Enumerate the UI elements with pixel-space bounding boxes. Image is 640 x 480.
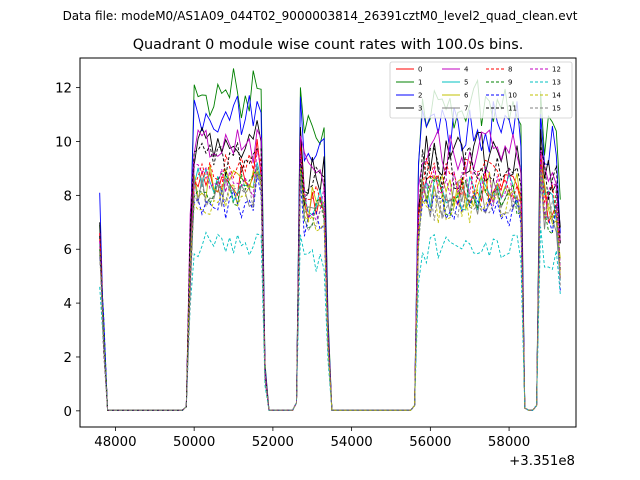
y-tick-label: 4 xyxy=(64,297,72,312)
y-axis: 0 2 4 6 8 10 12 xyxy=(55,82,80,420)
x-tick-label: 56000 xyxy=(409,435,451,450)
chart-title: Quadrant 0 module wise count rates with … xyxy=(133,37,524,53)
chart-suptitle: Data file: modeM0/AS1A09_044T02_90000038… xyxy=(63,9,578,23)
legend-label-9: 9 xyxy=(508,79,512,87)
legend-label-14: 14 xyxy=(552,92,561,100)
legend-label-5: 5 xyxy=(464,79,468,87)
legend-label-6: 6 xyxy=(464,92,469,100)
series-line-11 xyxy=(99,142,561,411)
y-tick-label: 10 xyxy=(55,135,72,150)
x-tick-label: 58000 xyxy=(488,435,530,450)
x-offset-label: +3.351e8 xyxy=(509,454,575,469)
series-layer xyxy=(99,68,561,411)
legend-label-15: 15 xyxy=(552,105,561,113)
legend-label-1: 1 xyxy=(418,79,422,87)
legend-label-7: 7 xyxy=(464,105,468,113)
series-line-15 xyxy=(99,165,561,411)
legend-label-13: 13 xyxy=(552,79,561,87)
legend-label-4: 4 xyxy=(464,66,469,74)
y-tick-label: 0 xyxy=(64,405,72,420)
plot-frame xyxy=(79,57,577,428)
x-axis: 48000 50000 52000 54000 56000 58000 xyxy=(94,427,530,450)
legend-label-8: 8 xyxy=(508,66,512,74)
legend-label-2: 2 xyxy=(418,92,422,100)
legend-label-12: 12 xyxy=(552,66,561,74)
y-tick-label: 12 xyxy=(55,82,72,97)
x-tick-label: 50000 xyxy=(173,435,215,450)
y-tick-label: 2 xyxy=(64,351,72,366)
x-tick-label: 48000 xyxy=(94,435,136,450)
legend-label-10: 10 xyxy=(508,92,517,100)
legend-label-0: 0 xyxy=(418,66,422,74)
x-tick-label: 52000 xyxy=(252,435,294,450)
y-tick-label: 6 xyxy=(64,243,72,258)
legend-label-3: 3 xyxy=(418,105,422,113)
plot-area xyxy=(79,57,577,428)
legend-box xyxy=(389,61,573,119)
x-tick-label: 54000 xyxy=(330,435,372,450)
y-tick-label: 8 xyxy=(64,189,72,204)
legend-label-11: 11 xyxy=(508,105,517,113)
